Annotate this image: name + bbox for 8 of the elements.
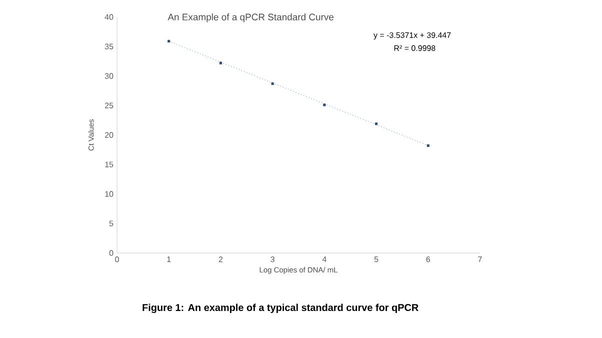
text: Figure 1: An example of a typical standard curve for qPCR	[142, 304, 418, 314]
point	[271, 82, 274, 85]
point	[426, 144, 430, 147]
point	[323, 104, 326, 106]
point	[374, 122, 378, 126]
point	[168, 40, 170, 42]
chart-title: An Example of a qPCR Standard Curve	[168, 13, 334, 22]
point	[219, 62, 222, 64]
